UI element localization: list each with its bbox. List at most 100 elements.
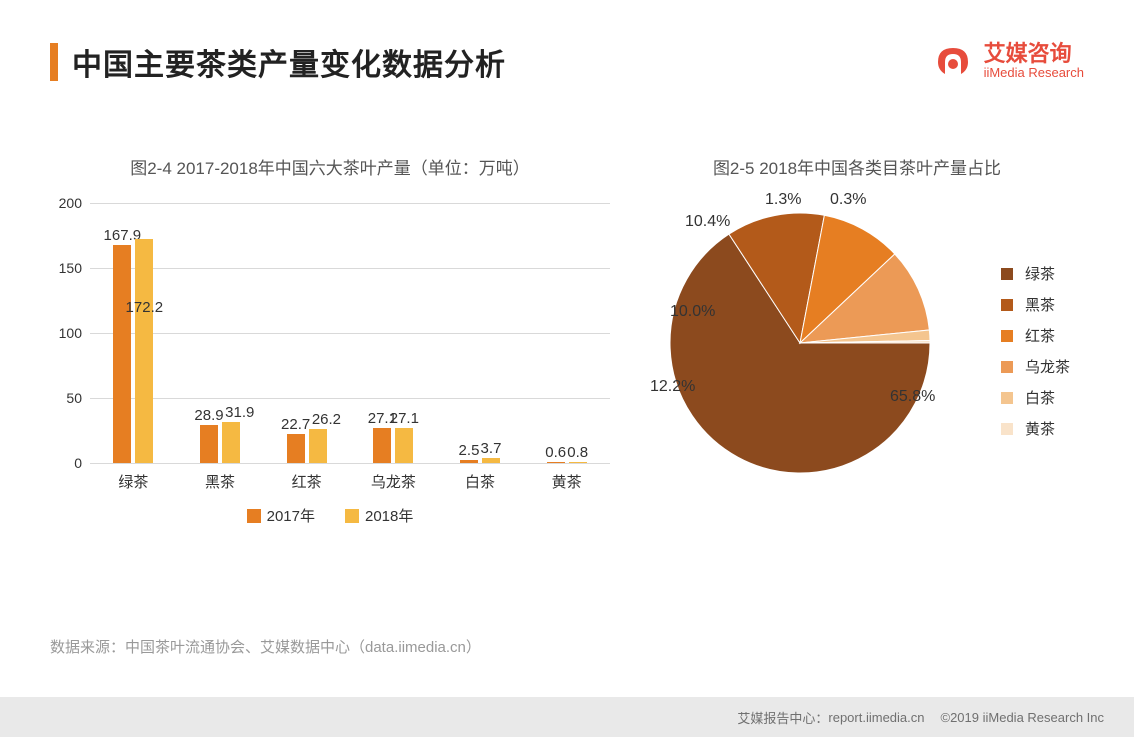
bar: 26.2 bbox=[309, 429, 327, 463]
bar-pair: 22.726.2 bbox=[287, 429, 327, 463]
bar: 22.7 bbox=[287, 434, 305, 464]
legend-swatch bbox=[1001, 330, 1013, 342]
legend-swatch bbox=[1001, 268, 1013, 280]
bar-chart-title: 图2-4 2017-2018年中国六大茶叶产量（单位：万吨） bbox=[50, 154, 610, 179]
legend-item: 黑茶 bbox=[1001, 294, 1070, 315]
pie-slice-label: 10.0% bbox=[670, 303, 715, 321]
category-label: 白茶 bbox=[437, 471, 524, 492]
category-label: 黄茶 bbox=[523, 471, 610, 492]
pie-slice-label: 0.3% bbox=[830, 191, 866, 209]
bar-value-label: 0.8 bbox=[567, 444, 588, 462]
bar-pair: 28.931.9 bbox=[200, 422, 240, 463]
bar-value-label: 27.1 bbox=[390, 410, 419, 428]
legend-item: 乌龙茶 bbox=[1001, 356, 1070, 377]
page: 中国主要茶类产量变化数据分析 艾媒咨询 iiMedia Research 图2-… bbox=[0, 0, 1134, 737]
charts-row: 图2-4 2017-2018年中国六大茶叶产量（单位：万吨） 050100150… bbox=[50, 154, 1084, 526]
legend-item: 2018年 bbox=[345, 505, 413, 526]
bar: 3.7 bbox=[482, 458, 500, 463]
bar: 31.9 bbox=[222, 422, 240, 463]
bar: 2.5 bbox=[460, 460, 478, 463]
footer: 艾媒报告中心： report.iimedia.cn ©2019 iiMedia … bbox=[0, 697, 1134, 737]
pie-chart: 图2-5 2018年中国各类目茶叶产量占比 绿茶黑茶红茶乌龙茶白茶黄茶 65.8… bbox=[630, 154, 1084, 526]
legend-label: 绿茶 bbox=[1025, 263, 1055, 284]
bar-pair: 2.5 3.7 bbox=[460, 458, 500, 463]
legend-item: 红茶 bbox=[1001, 325, 1070, 346]
page-title: 中国主要茶类产量变化数据分析 bbox=[72, 40, 506, 84]
bar-value-label: 3.7 bbox=[481, 440, 502, 458]
logo-en: iiMedia Research bbox=[984, 66, 1084, 81]
legend-swatch bbox=[247, 509, 261, 523]
bar-category: 22.726.2红茶 bbox=[263, 203, 350, 463]
bar: 27.1 bbox=[395, 428, 413, 463]
bar-value-label: 172.2 bbox=[126, 299, 164, 317]
title-block: 中国主要茶类产量变化数据分析 bbox=[50, 40, 506, 84]
footer-center-url: report.iimedia.cn bbox=[828, 710, 924, 725]
logo-icon bbox=[932, 40, 974, 82]
bar-chart-plot: 050100150200167.9172.2绿茶28.931.9黑茶22.726… bbox=[90, 203, 610, 463]
y-tick: 200 bbox=[59, 195, 82, 211]
footer-center-label: 艾媒报告中心： bbox=[737, 708, 828, 727]
gridline bbox=[90, 463, 610, 464]
y-tick: 150 bbox=[59, 260, 82, 276]
pie-chart-legend: 绿茶黑茶红茶乌龙茶白茶黄茶 bbox=[1001, 263, 1070, 449]
bar: 0.8 bbox=[569, 462, 587, 463]
pie-svg bbox=[660, 203, 940, 483]
bar: 28.9 bbox=[200, 425, 218, 463]
title-accent-bar bbox=[50, 43, 58, 81]
legend-swatch bbox=[1001, 361, 1013, 373]
category-label: 乌龙茶 bbox=[350, 471, 437, 492]
bar: 167.9 bbox=[113, 245, 131, 463]
bar-value-label: 2.5 bbox=[459, 442, 480, 460]
bar-category: 167.9172.2绿茶 bbox=[90, 203, 177, 463]
y-tick: 50 bbox=[66, 390, 82, 406]
bar-value-label: 31.9 bbox=[225, 404, 254, 422]
y-tick: 100 bbox=[59, 325, 82, 341]
legend-label: 黑茶 bbox=[1025, 294, 1055, 315]
header: 中国主要茶类产量变化数据分析 艾媒咨询 iiMedia Research bbox=[50, 40, 1084, 84]
bar: 0.6 bbox=[547, 462, 565, 463]
logo: 艾媒咨询 iiMedia Research bbox=[932, 40, 1084, 82]
legend-label: 黄茶 bbox=[1025, 418, 1055, 439]
pie-slice-label: 65.8% bbox=[890, 388, 935, 406]
pie-chart-plot: 绿茶黑茶红茶乌龙茶白茶黄茶 65.8%12.2%10.0%10.4%1.3%0.… bbox=[660, 203, 940, 483]
bar-value-label: 28.9 bbox=[194, 407, 223, 425]
legend-label: 红茶 bbox=[1025, 325, 1055, 346]
bar-category: 2.53.7白茶 bbox=[437, 203, 524, 463]
bar: 172.2 bbox=[135, 239, 153, 463]
legend-label: 2017年 bbox=[267, 505, 315, 526]
pie-slice-label: 12.2% bbox=[650, 378, 695, 396]
category-label: 绿茶 bbox=[90, 471, 177, 492]
legend-swatch bbox=[1001, 423, 1013, 435]
legend-label: 乌龙茶 bbox=[1025, 356, 1070, 377]
bar-chart: 图2-4 2017-2018年中国六大茶叶产量（单位：万吨） 050100150… bbox=[50, 154, 610, 526]
bar-pair: 0.6 0.8 bbox=[547, 462, 587, 463]
legend-item: 2017年 bbox=[247, 505, 315, 526]
bar-category: 28.931.9黑茶 bbox=[177, 203, 264, 463]
bar-value-label: 22.7 bbox=[281, 416, 310, 434]
bar-pair: 167.9172.2 bbox=[113, 239, 153, 463]
data-source: 数据来源：中国茶叶流通协会、艾媒数据中心（data.iimedia.cn） bbox=[50, 636, 481, 657]
logo-cn: 艾媒咨询 bbox=[984, 41, 1084, 66]
logo-text: 艾媒咨询 iiMedia Research bbox=[984, 41, 1084, 81]
legend-swatch bbox=[1001, 299, 1013, 311]
legend-item: 绿茶 bbox=[1001, 263, 1070, 284]
category-label: 黑茶 bbox=[177, 471, 264, 492]
bar-value-label: 26.2 bbox=[312, 411, 341, 429]
legend-item: 白茶 bbox=[1001, 387, 1070, 408]
legend-item: 黄茶 bbox=[1001, 418, 1070, 439]
legend-label: 2018年 bbox=[365, 505, 413, 526]
bar-value-label: 0.6 bbox=[545, 444, 566, 462]
bar-chart-legend: 2017年 2018年 bbox=[50, 505, 610, 526]
pie-slice-label: 1.3% bbox=[765, 191, 801, 209]
legend-swatch bbox=[345, 509, 359, 523]
bar-category: 0.60.8黄茶 bbox=[523, 203, 610, 463]
pie-slice-label: 10.4% bbox=[685, 213, 730, 231]
legend-swatch bbox=[1001, 392, 1013, 404]
category-label: 红茶 bbox=[263, 471, 350, 492]
bar-pair: 27.127.1 bbox=[373, 428, 413, 463]
bar-category: 27.127.1乌龙茶 bbox=[350, 203, 437, 463]
pie-chart-title: 图2-5 2018年中国各类目茶叶产量占比 bbox=[630, 154, 1084, 179]
legend-label: 白茶 bbox=[1025, 387, 1055, 408]
footer-copyright: ©2019 iiMedia Research Inc bbox=[941, 710, 1105, 725]
bar: 27.1 bbox=[373, 428, 391, 463]
